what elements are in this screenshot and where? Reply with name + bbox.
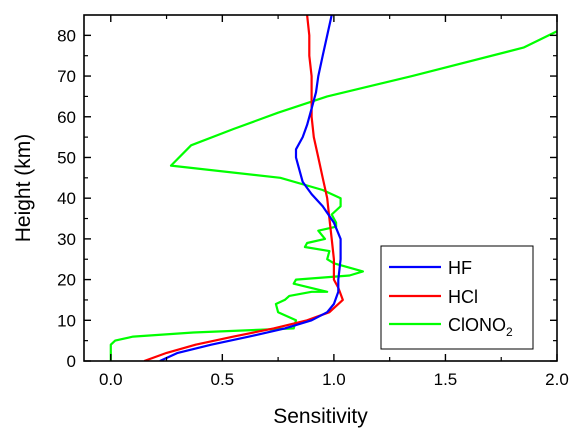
plot-frame	[83, 14, 558, 362]
x-tick-label: 0.5	[211, 370, 235, 389]
y-axis-title: Height (km)	[12, 134, 35, 243]
legend-label-hcl: HCl	[448, 287, 478, 307]
legend-box	[380, 245, 534, 350]
y-tick-label: 50	[57, 148, 76, 167]
y-tick-label: 30	[57, 230, 76, 249]
series-line-clono2	[109, 30, 557, 361]
x-tick-label: 2.0	[545, 370, 569, 389]
y-tick-label: 20	[57, 271, 76, 290]
legend-label-hf: HF	[448, 258, 472, 278]
series-line-hf	[159, 15, 342, 361]
x-tick-label: 1.5	[434, 370, 458, 389]
x-tick-label: 0.0	[99, 370, 123, 389]
legend: HF HCl ClONO2	[380, 245, 534, 350]
y-tick-label: 40	[57, 189, 76, 208]
series-line-hcl	[143, 15, 344, 361]
series-lines	[109, 15, 557, 361]
y-tick-label: 60	[57, 108, 76, 127]
axis-ticks	[84, 15, 558, 362]
x-tick-label: 1.0	[322, 370, 346, 389]
legend-label-clono2: ClONO2	[448, 315, 513, 339]
y-tick-label: 10	[57, 311, 76, 330]
x-axis-title: Sensitivity	[273, 405, 368, 428]
axis-tick-labels: 0.0 0.5 1.0 1.5 2.0 0 10 20 30 40 50 60 70 80	[57, 26, 569, 389]
y-tick-label: 0	[67, 352, 76, 371]
y-tick-label: 70	[57, 67, 76, 86]
y-tick-label: 80	[57, 26, 76, 45]
